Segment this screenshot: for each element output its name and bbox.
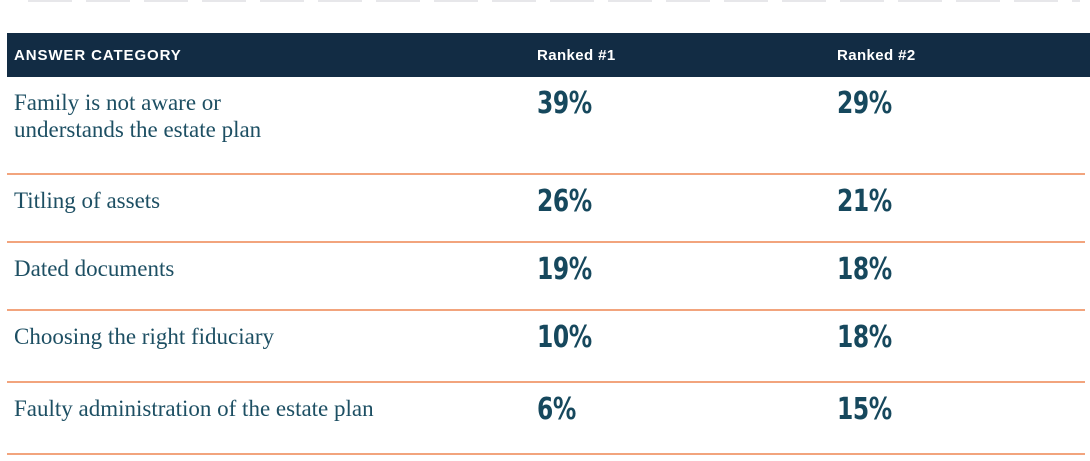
ranked1-cell: 19% [530,255,830,285]
table-row: Titling of assets 26% 21% [7,175,1085,243]
category-cell: Faulty administration of the estate plan [14,396,374,421]
ranked1-cell: 10% [530,323,830,353]
table-row: Choosing the right fiduciary 10% 18% [7,311,1085,383]
category-cell: Choosing the right fiduciary [14,324,274,349]
header-cell-answer-category: ANSWER CATEGORY [14,46,182,64]
ranked2-value: 18% [837,320,892,355]
ranked1-value: 39% [537,86,592,121]
ranked1-value: 6% [537,392,576,427]
cropped-content-edge [28,0,1080,2]
table-row: Family is not aware or understands the e… [7,77,1085,175]
ranked2-value: 29% [837,86,892,121]
ranked1-value: 19% [537,252,592,287]
ranked2-value: 18% [837,252,892,287]
header-cell-ranked-2: Ranked #2 [837,46,916,64]
ranked2-cell: 18% [830,323,1085,353]
category-cell: Family is not aware or understands the e… [14,90,262,142]
ranked1-cell: 26% [530,187,830,217]
ranked1-value: 10% [537,320,592,355]
ranked1-value: 26% [537,184,592,219]
ranked2-cell: 21% [830,187,1085,217]
ranked2-cell: 29% [830,89,1085,119]
category-cell: Titling of assets [14,188,161,213]
ranked1-cell: 6% [530,395,830,425]
table-row: Faulty administration of the estate plan… [7,383,1085,455]
ranked2-cell: 15% [830,395,1085,425]
ranked1-cell: 39% [530,89,830,119]
ranked2-cell: 18% [830,255,1085,285]
table-row: Dated documents 19% 18% [7,243,1085,311]
table-body: Family is not aware or understands the e… [7,77,1085,455]
header-cell-ranked-1: Ranked #1 [537,46,616,64]
ranked2-value: 15% [837,392,892,427]
table-header: ANSWER CATEGORY Ranked #1 Ranked #2 [7,33,1090,77]
category-cell: Dated documents [14,256,175,281]
ranked2-value: 21% [837,184,892,219]
